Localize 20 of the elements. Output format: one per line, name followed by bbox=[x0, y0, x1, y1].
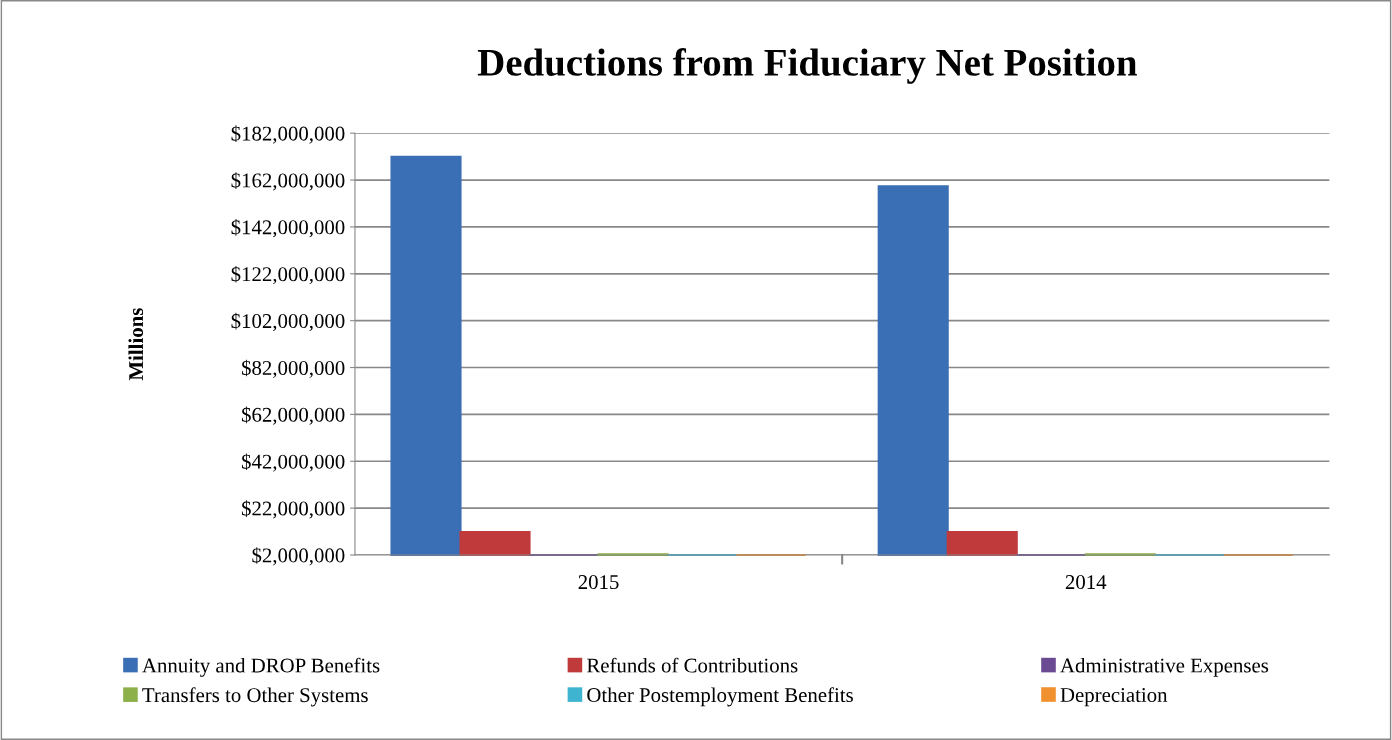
y-tick-label: $162,000,000 bbox=[231, 172, 345, 191]
chart-title: Deductions from Fiduciary Net Position bbox=[477, 48, 1137, 84]
y-tick-label: $2,000,000 bbox=[252, 547, 345, 566]
y-tick-label: $42,000,000 bbox=[241, 453, 345, 472]
x-tick-label: 2015 bbox=[578, 575, 619, 590]
y-tick-label: $62,000,000 bbox=[241, 406, 345, 425]
legend-label: Annuity and DROP Benefits bbox=[142, 657, 380, 677]
y-tick-label: $102,000,000 bbox=[231, 312, 345, 332]
x-tick-label: 2014 bbox=[1065, 575, 1107, 590]
legend-label: Depreciation bbox=[1060, 688, 1168, 707]
y-tick-label: $142,000,000 bbox=[231, 219, 345, 238]
y-tick-label: $122,000,000 bbox=[231, 265, 345, 285]
legend-label: Refunds of Contributions bbox=[586, 657, 798, 673]
y-tick-label: $182,000,000 bbox=[231, 125, 345, 144]
legend-label: Administrative Expenses bbox=[1060, 657, 1269, 677]
y-tick-label: $22,000,000 bbox=[241, 500, 345, 519]
y-tick-label: $82,000,000 bbox=[241, 359, 345, 378]
legend-label: Transfers to Other Systems bbox=[142, 687, 368, 707]
y-axis-title: Millions bbox=[128, 308, 144, 381]
legend-label: Other Postemployment Benefits bbox=[587, 687, 853, 707]
